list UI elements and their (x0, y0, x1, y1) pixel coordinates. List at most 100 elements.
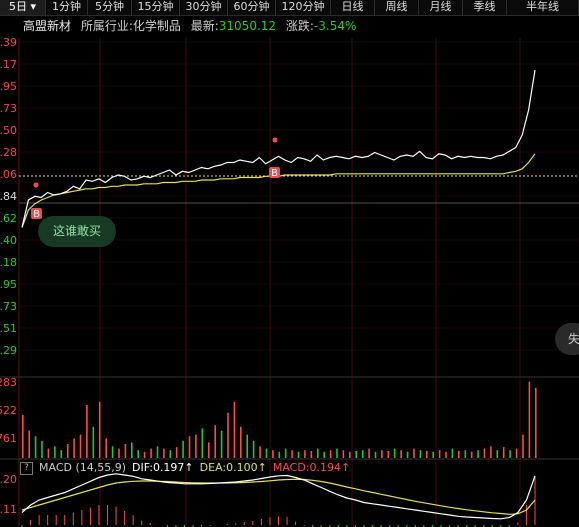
volume-bar (438, 450, 441, 458)
volume-bar (41, 440, 43, 458)
volume-bar (419, 450, 422, 458)
volume-bar (124, 444, 127, 458)
volume-bar (291, 450, 293, 458)
price-axis-label: .39 (0, 36, 17, 49)
price-axis-label: .51 (0, 322, 17, 335)
volume-bar (310, 451, 313, 458)
change: 涨跌:-3.54% (286, 19, 357, 33)
volume-bar (150, 448, 152, 458)
volume-bar (297, 451, 300, 458)
volume-bar (432, 451, 434, 458)
volume-bar (60, 450, 63, 458)
price-axis-label: .73 (0, 102, 17, 115)
tab-2[interactable]: 5分钟 (88, 0, 132, 15)
volume-bar (368, 448, 370, 458)
tab-9[interactable]: 月线 (419, 0, 463, 15)
volume-bar (528, 381, 531, 458)
latest-label: 最新: (190, 19, 219, 33)
price-axis-label: .06 (0, 168, 17, 181)
volume-bar (361, 450, 364, 458)
volume-bar (323, 451, 325, 458)
side-collapse-button[interactable]: 失 (555, 323, 579, 355)
volume-bar (79, 434, 82, 458)
price-axis-label: .29 (0, 344, 17, 357)
volume-bar (131, 442, 133, 458)
change-value: -3.54% (313, 19, 357, 33)
price-axis-label: .28 (0, 146, 17, 159)
volume-bar (458, 451, 460, 458)
volume-bar (329, 450, 332, 458)
volume-bar (143, 451, 146, 458)
macd-axis-label: .20 (0, 473, 17, 486)
tab-5[interactable]: 60分钟 (228, 0, 276, 15)
volume-bar (265, 448, 268, 458)
help-icon[interactable]: ? (20, 461, 33, 475)
volume-bar (336, 448, 338, 458)
tab-1[interactable]: 1分钟 (46, 0, 88, 15)
tab-6[interactable]: 120分钟 (276, 0, 331, 15)
comment-bubble[interactable]: 这谁敢买 (38, 216, 116, 247)
volume-axis-label: 761 (0, 432, 17, 445)
volume-bar (22, 415, 24, 458)
volume-axis-label: 522 (0, 404, 17, 417)
volume-bar (477, 450, 479, 458)
volume-bar (496, 450, 499, 458)
macd-legend: ? MACD (14,55,9) DIF:0.197↑ DEA:0.100↑ MACD:… (20, 460, 350, 475)
high-dot (272, 137, 278, 143)
volume-bar (98, 401, 101, 458)
volume-bar (413, 448, 415, 458)
volume-bar (464, 450, 467, 458)
volume-bar (54, 446, 56, 458)
dea-line (21, 478, 536, 515)
tab-7[interactable]: 日线 (331, 0, 375, 15)
volume-bar (304, 450, 306, 458)
volume-bar (220, 430, 223, 458)
tab-10[interactable]: 季线 (463, 0, 507, 15)
price-axis-label: .17 (0, 58, 17, 71)
volume-axis-label: 283 (0, 376, 17, 389)
volume-bar (406, 451, 409, 458)
volume-bar (278, 451, 281, 458)
volume-bar (28, 430, 30, 458)
latest-value: 31050.12 (218, 19, 277, 33)
stock-info-bar: 高盟新材 所属行业:化学制品 最新:31050.12 涨跌:-3.54% (0, 17, 362, 35)
volume-bar (374, 451, 377, 458)
volume-bar (208, 442, 210, 458)
volume-bar (400, 450, 402, 458)
volume-bar (355, 451, 357, 458)
volume-bar (137, 450, 139, 458)
volume-bar (118, 448, 120, 458)
tab-4[interactable]: 30分钟 (180, 0, 228, 15)
buy-marker-label: B (33, 209, 40, 220)
tab-8[interactable]: 周线 (375, 0, 419, 15)
volume-bar (66, 444, 69, 458)
volume-bar (73, 438, 75, 458)
volume-bar (349, 451, 351, 458)
volume-bar (34, 436, 37, 458)
macd-dea: DEA:0.100↑ (199, 461, 267, 474)
price-axis-label: .18 (0, 256, 17, 269)
volume-bar (201, 428, 204, 458)
dif-line (21, 473, 536, 520)
volume-bar (387, 451, 390, 458)
latest-price: 最新:31050.12 (191, 19, 276, 33)
tab-3[interactable]: 15分钟 (132, 0, 180, 15)
price-axis-label: .40 (0, 234, 17, 247)
tab-0[interactable]: 5日 ▾ (0, 0, 46, 15)
volume-bar (522, 434, 524, 458)
volume-bar (393, 448, 396, 458)
change-label: 涨跌: (285, 19, 314, 33)
stock-name: 高盟新材 (23, 19, 72, 33)
volume-bar (240, 426, 242, 458)
price-axis-label: .95 (0, 80, 17, 93)
volume-bar (175, 447, 178, 458)
industry: 所属行业:化学制品 (81, 19, 181, 33)
volume-bar (105, 438, 107, 458)
volume-bar (490, 446, 492, 458)
buy-marker (269, 167, 280, 178)
volume-bar (92, 426, 95, 458)
volume-bar (163, 448, 165, 458)
volume-bar (342, 450, 345, 458)
volume-bar (214, 425, 216, 458)
